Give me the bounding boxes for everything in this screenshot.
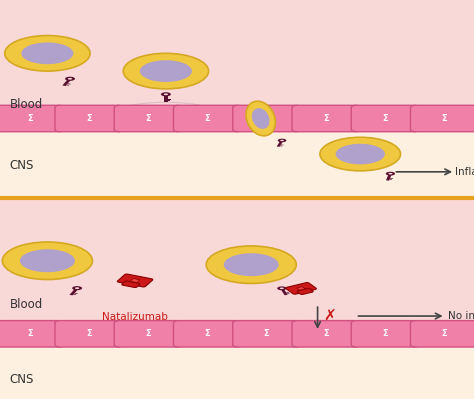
Ellipse shape bbox=[206, 246, 296, 283]
Ellipse shape bbox=[5, 36, 90, 71]
Ellipse shape bbox=[336, 144, 385, 164]
Text: Σ: Σ bbox=[145, 329, 151, 338]
Text: No inflammation: No inflammation bbox=[448, 311, 474, 321]
Text: Blood: Blood bbox=[9, 98, 43, 111]
Text: Σ: Σ bbox=[204, 114, 210, 123]
Ellipse shape bbox=[252, 108, 270, 129]
Ellipse shape bbox=[278, 139, 286, 142]
Bar bbox=[0, 334, 474, 399]
FancyBboxPatch shape bbox=[410, 320, 474, 347]
Bar bbox=[389, 179, 392, 180]
Bar bbox=[0, 119, 474, 198]
Bar bbox=[73, 294, 76, 295]
Bar bbox=[286, 292, 289, 293]
FancyBboxPatch shape bbox=[351, 320, 419, 347]
FancyBboxPatch shape bbox=[292, 105, 360, 132]
Bar bbox=[281, 144, 283, 145]
Bar bbox=[0, 0, 474, 119]
FancyBboxPatch shape bbox=[410, 105, 474, 132]
Ellipse shape bbox=[280, 288, 284, 289]
Ellipse shape bbox=[75, 287, 79, 289]
Bar bbox=[66, 85, 69, 86]
Text: Σ: Σ bbox=[441, 114, 447, 123]
Text: Σ: Σ bbox=[264, 329, 270, 338]
Text: Σ: Σ bbox=[382, 329, 388, 338]
Bar bbox=[168, 99, 171, 100]
FancyBboxPatch shape bbox=[114, 105, 182, 132]
Text: Σ: Σ bbox=[204, 329, 210, 338]
Bar bbox=[390, 178, 393, 179]
Bar bbox=[74, 293, 78, 294]
Bar bbox=[297, 287, 305, 290]
FancyBboxPatch shape bbox=[0, 320, 64, 347]
Text: Σ: Σ bbox=[323, 114, 329, 123]
Bar bbox=[277, 140, 283, 147]
Ellipse shape bbox=[277, 286, 286, 290]
Text: Σ: Σ bbox=[264, 114, 270, 123]
FancyBboxPatch shape bbox=[55, 320, 123, 347]
Bar bbox=[67, 83, 71, 85]
Text: Inflammation: Inflammation bbox=[455, 167, 474, 177]
Text: ✗: ✗ bbox=[323, 308, 336, 324]
FancyBboxPatch shape bbox=[117, 274, 153, 287]
FancyBboxPatch shape bbox=[173, 320, 241, 347]
Text: Natalizumab: Natalizumab bbox=[102, 312, 168, 322]
Bar bbox=[168, 100, 170, 101]
Ellipse shape bbox=[164, 93, 168, 95]
Bar bbox=[0, 201, 474, 334]
Text: CNS: CNS bbox=[9, 373, 34, 386]
Text: Σ: Σ bbox=[323, 329, 329, 338]
Ellipse shape bbox=[68, 78, 72, 80]
Ellipse shape bbox=[388, 173, 392, 174]
Bar bbox=[386, 174, 392, 181]
Bar bbox=[62, 79, 72, 86]
Bar bbox=[287, 293, 290, 294]
Bar bbox=[164, 94, 168, 102]
FancyBboxPatch shape bbox=[351, 105, 419, 132]
Ellipse shape bbox=[224, 253, 279, 276]
Ellipse shape bbox=[320, 137, 401, 171]
Ellipse shape bbox=[161, 92, 171, 97]
FancyBboxPatch shape bbox=[285, 282, 317, 294]
Ellipse shape bbox=[65, 77, 75, 81]
Bar bbox=[280, 288, 288, 295]
FancyBboxPatch shape bbox=[233, 320, 301, 347]
Ellipse shape bbox=[20, 249, 75, 272]
FancyBboxPatch shape bbox=[0, 105, 64, 132]
Text: Σ: Σ bbox=[86, 329, 92, 338]
FancyBboxPatch shape bbox=[55, 105, 123, 132]
Ellipse shape bbox=[2, 242, 92, 280]
FancyBboxPatch shape bbox=[173, 105, 241, 132]
Ellipse shape bbox=[280, 140, 284, 141]
Text: Σ: Σ bbox=[86, 114, 92, 123]
Text: Σ: Σ bbox=[145, 114, 151, 123]
Text: Σ: Σ bbox=[27, 114, 33, 123]
Ellipse shape bbox=[21, 42, 73, 64]
FancyBboxPatch shape bbox=[292, 320, 360, 347]
Ellipse shape bbox=[246, 101, 275, 136]
Text: Blood: Blood bbox=[9, 298, 43, 311]
Text: CNS: CNS bbox=[9, 160, 34, 172]
Bar bbox=[130, 279, 140, 282]
FancyBboxPatch shape bbox=[114, 320, 182, 347]
Text: Σ: Σ bbox=[27, 329, 33, 338]
Bar bbox=[69, 288, 79, 295]
FancyBboxPatch shape bbox=[233, 105, 301, 132]
Ellipse shape bbox=[386, 172, 395, 176]
Ellipse shape bbox=[72, 286, 82, 290]
Text: Σ: Σ bbox=[441, 329, 447, 338]
Text: Σ: Σ bbox=[382, 114, 388, 123]
FancyBboxPatch shape bbox=[122, 281, 140, 288]
Ellipse shape bbox=[140, 60, 192, 82]
Ellipse shape bbox=[123, 53, 209, 89]
FancyBboxPatch shape bbox=[297, 288, 313, 294]
